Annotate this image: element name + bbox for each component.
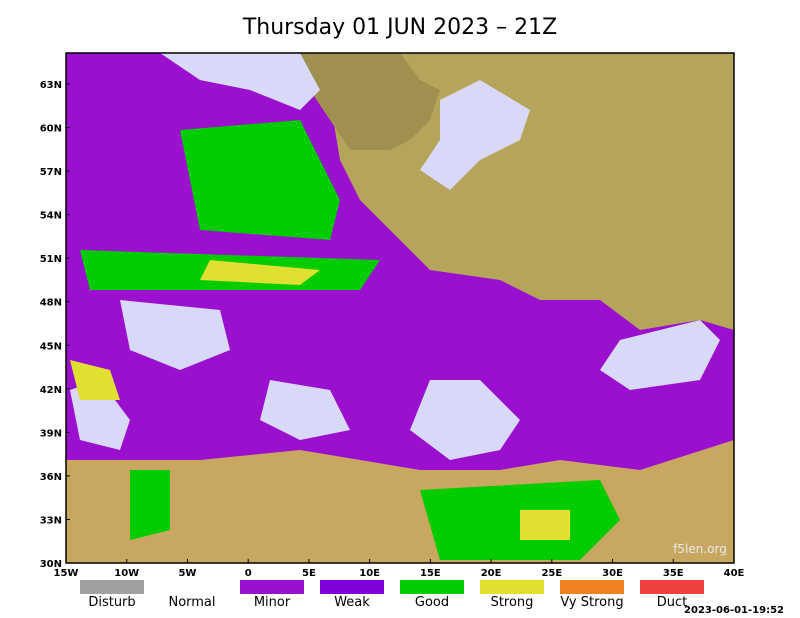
lon-label: 15E — [420, 568, 441, 579]
lon-label: 15W — [54, 568, 79, 579]
lat-label: 42N — [40, 385, 62, 396]
legend-swatch — [240, 580, 304, 594]
lat-label: 30N — [40, 559, 62, 570]
legend-swatch — [480, 580, 544, 594]
lat-label: 45N — [40, 341, 62, 352]
lon-label: 35E — [663, 568, 684, 579]
lon-label: 5W — [178, 568, 196, 579]
watermark: f5len.org — [673, 542, 727, 556]
lat-label: 60N — [40, 124, 62, 135]
lon-label: 25E — [541, 568, 562, 579]
legend-swatch — [320, 580, 384, 594]
lon-label: 30E — [602, 568, 623, 579]
title: Thursday 01 JUN 2023 – 21Z — [242, 15, 557, 40]
lon-label: 10W — [114, 568, 139, 579]
lon-label: 40E — [724, 568, 745, 579]
map — [65, 52, 735, 564]
lon-label: 0 — [245, 568, 252, 579]
legend-label: Disturb — [88, 595, 135, 610]
lat-label: 57N — [40, 167, 62, 178]
legend-swatch — [640, 580, 704, 594]
lat-label: 33N — [40, 515, 62, 526]
legend-swatch — [560, 580, 624, 594]
legend-label: Normal — [168, 595, 215, 610]
timestamp: 2023-06-01-19:52 — [684, 605, 784, 616]
lat-label: 54N — [40, 211, 62, 222]
legend-label: Good — [415, 595, 449, 610]
lat-label: 51N — [40, 254, 62, 265]
lon-label: 20E — [481, 568, 502, 579]
lat-label: 39N — [40, 428, 62, 439]
lat-label: 36N — [40, 472, 62, 483]
legend-swatch — [80, 580, 144, 594]
legend-label: Duct — [657, 595, 688, 610]
lat-label: 48N — [40, 298, 62, 309]
legend-label: Minor — [254, 595, 291, 610]
legend-label: Vy Strong — [560, 595, 623, 610]
lat-label: 63N — [40, 80, 62, 91]
legend-label: Weak — [334, 595, 370, 610]
lon-label: 5E — [302, 568, 316, 579]
legend-swatch — [400, 580, 464, 594]
legend-label: Strong — [491, 595, 534, 610]
lon-label: 10E — [359, 568, 380, 579]
